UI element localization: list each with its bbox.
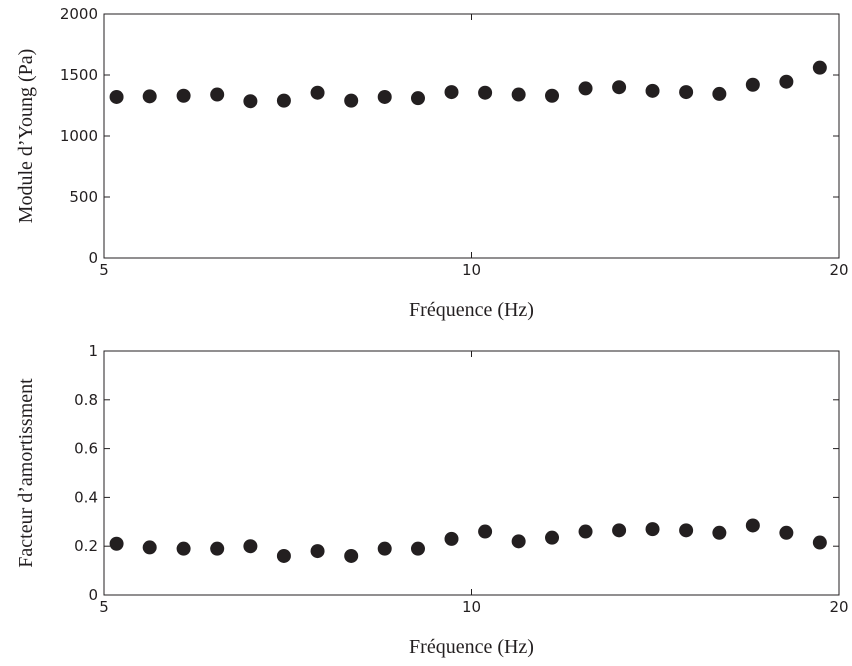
- point: [243, 539, 258, 554]
- point: [578, 524, 593, 539]
- point: [142, 89, 157, 104]
- point: [578, 81, 593, 96]
- point: [679, 523, 694, 538]
- point: [779, 525, 794, 540]
- point: [812, 535, 827, 550]
- y-tick-label: 1500: [60, 66, 98, 84]
- point: [142, 540, 157, 555]
- point: [410, 91, 425, 106]
- plot-frame: [103, 13, 840, 259]
- y-tick-label: 500: [69, 188, 98, 206]
- x-axis-label: Fréquence (Hz): [409, 299, 534, 321]
- x-tick-label: 10: [462, 598, 481, 616]
- point: [276, 93, 291, 108]
- y-axis-label: Module d’Young (Pa): [15, 49, 37, 224]
- point: [612, 523, 627, 538]
- point: [176, 541, 191, 556]
- point: [444, 85, 459, 100]
- point: [478, 524, 493, 539]
- point: [679, 85, 694, 100]
- point: [109, 536, 124, 551]
- point: [645, 522, 660, 537]
- point: [210, 541, 225, 556]
- y-tick-label: 0: [88, 249, 98, 267]
- point: [745, 518, 760, 533]
- point: [812, 60, 827, 75]
- point: [645, 83, 660, 98]
- y-tick-label: 1000: [60, 127, 98, 145]
- point: [511, 534, 526, 549]
- point: [344, 93, 359, 108]
- x-tick-label: 5: [99, 261, 109, 279]
- point: [176, 88, 191, 103]
- point: [344, 548, 359, 563]
- y-axis-label: Facteur d’amortissment: [15, 378, 37, 568]
- point: [779, 74, 794, 89]
- point: [377, 89, 392, 104]
- y-tick-label: 2000: [60, 5, 98, 23]
- point: [310, 544, 325, 559]
- point: [712, 86, 727, 101]
- point: [410, 541, 425, 556]
- point: [545, 88, 560, 103]
- point: [612, 80, 627, 95]
- x-axis-label: Fréquence (Hz): [409, 636, 534, 658]
- point: [745, 77, 760, 92]
- point: [712, 525, 727, 540]
- point: [377, 541, 392, 556]
- x-tick-label: 20: [829, 598, 848, 616]
- point: [310, 85, 325, 100]
- point: [444, 531, 459, 546]
- point: [511, 87, 526, 102]
- y-tick-label: 0: [88, 586, 98, 604]
- point: [210, 87, 225, 102]
- point: [276, 548, 291, 563]
- x-tick-label: 20: [829, 261, 848, 279]
- plot-frame: [103, 350, 840, 596]
- x-tick-label: 5: [99, 598, 109, 616]
- point: [478, 85, 493, 100]
- y-tick-label: 0.4: [74, 488, 98, 506]
- point: [243, 94, 258, 109]
- y-tick-label: 0.2: [74, 537, 98, 555]
- y-tick-label: 0.8: [74, 391, 98, 409]
- point: [109, 89, 124, 104]
- point: [545, 530, 560, 545]
- y-tick-label: 1: [88, 342, 98, 360]
- y-tick-label: 0.6: [74, 440, 98, 458]
- x-tick-label: 10: [462, 261, 481, 279]
